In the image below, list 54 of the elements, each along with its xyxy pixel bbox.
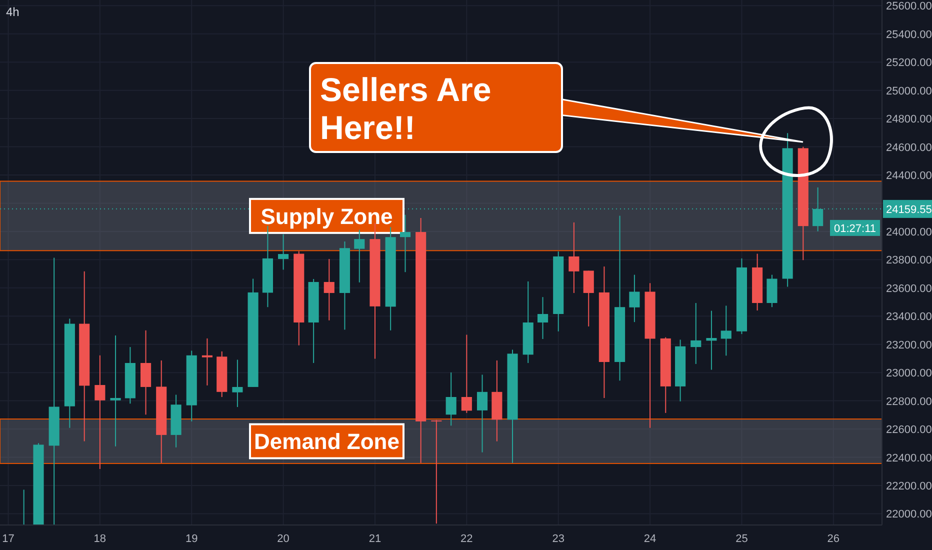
candlestick xyxy=(94,354,106,470)
candlestick xyxy=(446,372,456,426)
candlestick xyxy=(476,374,488,453)
y-tick-label: 23200.00 xyxy=(886,339,932,352)
ref-line-label: 24159.55 xyxy=(886,204,932,216)
y-tick-label: 22800.00 xyxy=(886,396,932,408)
candlestick xyxy=(110,334,121,447)
y-tick-label: 23800.00 xyxy=(886,254,932,267)
y-tick-label: 23600.00 xyxy=(886,282,932,295)
candlestick xyxy=(461,334,472,414)
y-tick-label: 23000.00 xyxy=(886,368,932,380)
candlestick xyxy=(537,296,548,340)
y-tick-label: 24400.00 xyxy=(886,170,932,182)
x-tick-label: 19 xyxy=(185,533,198,545)
y-tick-label: 22000.00 xyxy=(886,508,932,521)
candlestick xyxy=(720,305,732,356)
candlestick xyxy=(278,234,289,270)
y-tick-label: 24600.00 xyxy=(886,142,932,154)
annotation: Sellers Are Here!! xyxy=(320,71,492,146)
y-tick-label: 24000.00 xyxy=(886,226,932,238)
x-tick-label: 26 xyxy=(827,533,840,545)
y-tick-label: 25600.00 xyxy=(886,0,932,13)
band-label: Supply Zone xyxy=(260,204,393,229)
candlestick xyxy=(232,359,243,408)
x-tick-label: 25 xyxy=(736,533,748,545)
y-tick-label: 22200.00 xyxy=(886,480,932,492)
y-tick-label: 22400.00 xyxy=(886,452,932,464)
x-tick-label: 23 xyxy=(552,533,564,545)
candlestick xyxy=(140,330,152,416)
y-tick-label: 23400.00 xyxy=(886,311,932,324)
candlestick xyxy=(400,214,411,273)
x-tick-label: 22 xyxy=(460,533,473,545)
text: 4h xyxy=(6,5,20,19)
y-tick-label: 25400.00 xyxy=(886,28,932,41)
y-tick-label: 25000.00 xyxy=(886,85,932,98)
candlestick xyxy=(202,338,212,386)
candlestick xyxy=(690,302,702,364)
y-tick-label: 24800.00 xyxy=(886,114,932,126)
annotation: 01:27:11 xyxy=(834,222,876,235)
candlestick xyxy=(431,420,442,524)
x-tick-label: 20 xyxy=(277,533,290,545)
band-label: Demand Zone xyxy=(254,429,400,454)
y-tick-label: 25200.00 xyxy=(886,57,932,70)
x-tick-label: 21 xyxy=(368,533,382,545)
candlestick xyxy=(354,229,365,283)
x-tick-label: 17 xyxy=(2,533,14,545)
x-tick-label: 18 xyxy=(94,533,106,545)
candlestick xyxy=(583,270,594,327)
y-tick-label: 22600.00 xyxy=(886,424,932,436)
candlestick xyxy=(706,310,717,370)
candlestick xyxy=(568,222,580,294)
x-tick-label: 24 xyxy=(644,533,656,545)
candlestick xyxy=(629,274,640,323)
candlestick xyxy=(324,258,334,321)
